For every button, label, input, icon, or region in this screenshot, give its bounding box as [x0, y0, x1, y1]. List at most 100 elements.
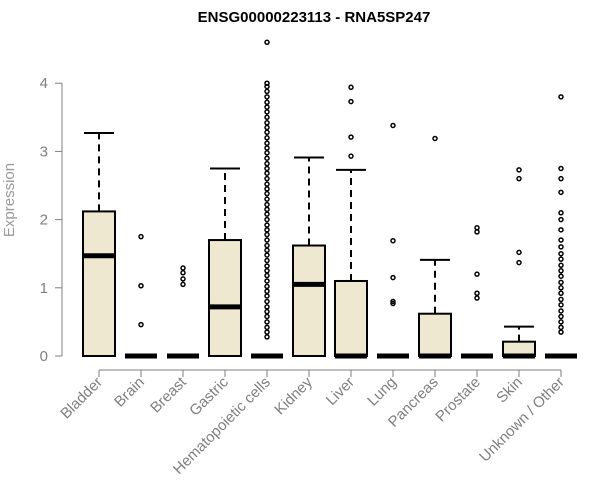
outlier-point [264, 319, 270, 325]
outlier-point [264, 329, 270, 335]
outlier-point [558, 210, 564, 216]
outlier-point [474, 271, 480, 277]
outlier-point [516, 259, 522, 266]
outlier-point [180, 270, 186, 276]
outlier-point [264, 288, 270, 294]
outlier-point [138, 233, 144, 240]
outlier-point [264, 201, 270, 208]
outlier-point [264, 88, 270, 95]
outlier-point [264, 216, 270, 223]
box [82, 210, 116, 357]
outlier-point [264, 313, 270, 320]
outlier-point [264, 272, 270, 279]
outlier-point [516, 249, 522, 256]
x-tick-label: Brain [111, 374, 148, 411]
outlier-point [558, 279, 564, 286]
outlier-point [264, 150, 270, 156]
outlier-point [264, 165, 270, 172]
outlier-point [474, 295, 480, 301]
outlier-point [558, 313, 564, 320]
x-tick-label: Bladder [57, 374, 106, 423]
outlier-point [138, 321, 144, 328]
outlier-point [264, 104, 270, 110]
x-tick-label: Lung [364, 374, 400, 410]
outlier-point [558, 262, 564, 269]
outlier-point [348, 84, 354, 91]
outlier-point [558, 227, 564, 233]
outlier-point [264, 129, 270, 136]
outlier-point [138, 283, 144, 289]
outlier-point [558, 319, 564, 325]
outlier-point [264, 160, 270, 167]
outlier-point [390, 298, 396, 305]
outlier-point [264, 308, 270, 315]
y-tick-label: 4 [40, 75, 48, 92]
outlier-point [180, 281, 186, 288]
outlier-point [558, 268, 564, 274]
outlier-point [264, 175, 270, 182]
box [292, 244, 326, 358]
outlier-point [264, 304, 270, 310]
x-tick-label: Prostate [432, 374, 484, 426]
outlier-point [264, 155, 270, 161]
outlier-point [264, 293, 270, 299]
outlier-point [264, 283, 270, 290]
outlier-point [348, 134, 354, 140]
outlier-point [264, 39, 270, 46]
outlier-point [558, 285, 564, 291]
chart-title: ENSG00000223113 - RNA5SP247 [198, 9, 431, 26]
outlier-point [264, 324, 270, 331]
outlier-point [264, 186, 270, 192]
outlier-point [264, 135, 270, 141]
outlier-point [558, 94, 564, 100]
x-tick-label: Breast [147, 373, 190, 416]
outlier-point [558, 302, 564, 308]
box [418, 312, 452, 358]
outlier-point [558, 296, 564, 303]
outlier-point [558, 290, 564, 297]
outlier-point [264, 252, 270, 258]
outlier-point [558, 237, 564, 243]
outlier-point [264, 80, 270, 86]
box [334, 279, 368, 358]
outlier-point [432, 135, 438, 142]
x-tick-label: Kidney [271, 373, 316, 418]
outlier-point [558, 324, 564, 331]
outlier-point [390, 300, 396, 307]
outlier-point [558, 256, 564, 262]
outlier-point [516, 175, 522, 182]
outlier-point [264, 257, 270, 264]
outlier-point [264, 120, 270, 126]
outlier-point [264, 222, 270, 228]
outlier-point [264, 237, 270, 243]
outlier-point [264, 145, 270, 151]
outlier-point [264, 170, 270, 176]
outlier-point [264, 278, 270, 284]
outlier-point [558, 273, 564, 279]
outlier-point [558, 329, 564, 335]
outlier-point [558, 175, 564, 182]
y-tick-label: 0 [40, 348, 48, 365]
outlier-point [264, 242, 270, 249]
outlier-point [474, 225, 480, 231]
outlier-point [264, 268, 270, 274]
outlier-point [516, 167, 522, 173]
outlier-point [264, 206, 270, 213]
outlier-point [264, 124, 270, 131]
box [208, 239, 242, 357]
x-tick-label: Liver [323, 374, 358, 409]
outlier-point [348, 98, 354, 105]
outlier-point [558, 244, 564, 250]
outlier-point [264, 196, 270, 202]
outlier-point [474, 290, 480, 297]
y-tick-label: 2 [40, 212, 48, 229]
outlier-point [264, 231, 270, 238]
outlier-point [264, 190, 270, 197]
outlier-point [264, 227, 270, 233]
outlier-point [264, 211, 270, 217]
outlier-point [264, 334, 270, 340]
outlier-point [558, 189, 564, 196]
outlier-point [264, 298, 270, 305]
